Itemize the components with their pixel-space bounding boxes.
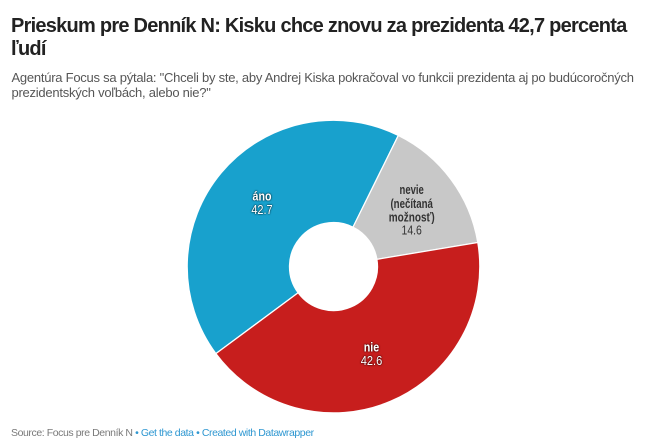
svg-text:nevie: nevie — [400, 183, 424, 197]
svg-text:14.6: 14.6 — [402, 223, 422, 237]
svg-text:42.7: 42.7 — [251, 203, 272, 217]
svg-text:možnosť): možnosť) — [389, 211, 435, 225]
svg-text:42.6: 42.6 — [361, 354, 383, 368]
svg-text:áno: áno — [253, 190, 272, 204]
svg-text:nie: nie — [364, 341, 380, 355]
svg-text:(nečítaná: (nečítaná — [390, 197, 433, 211]
